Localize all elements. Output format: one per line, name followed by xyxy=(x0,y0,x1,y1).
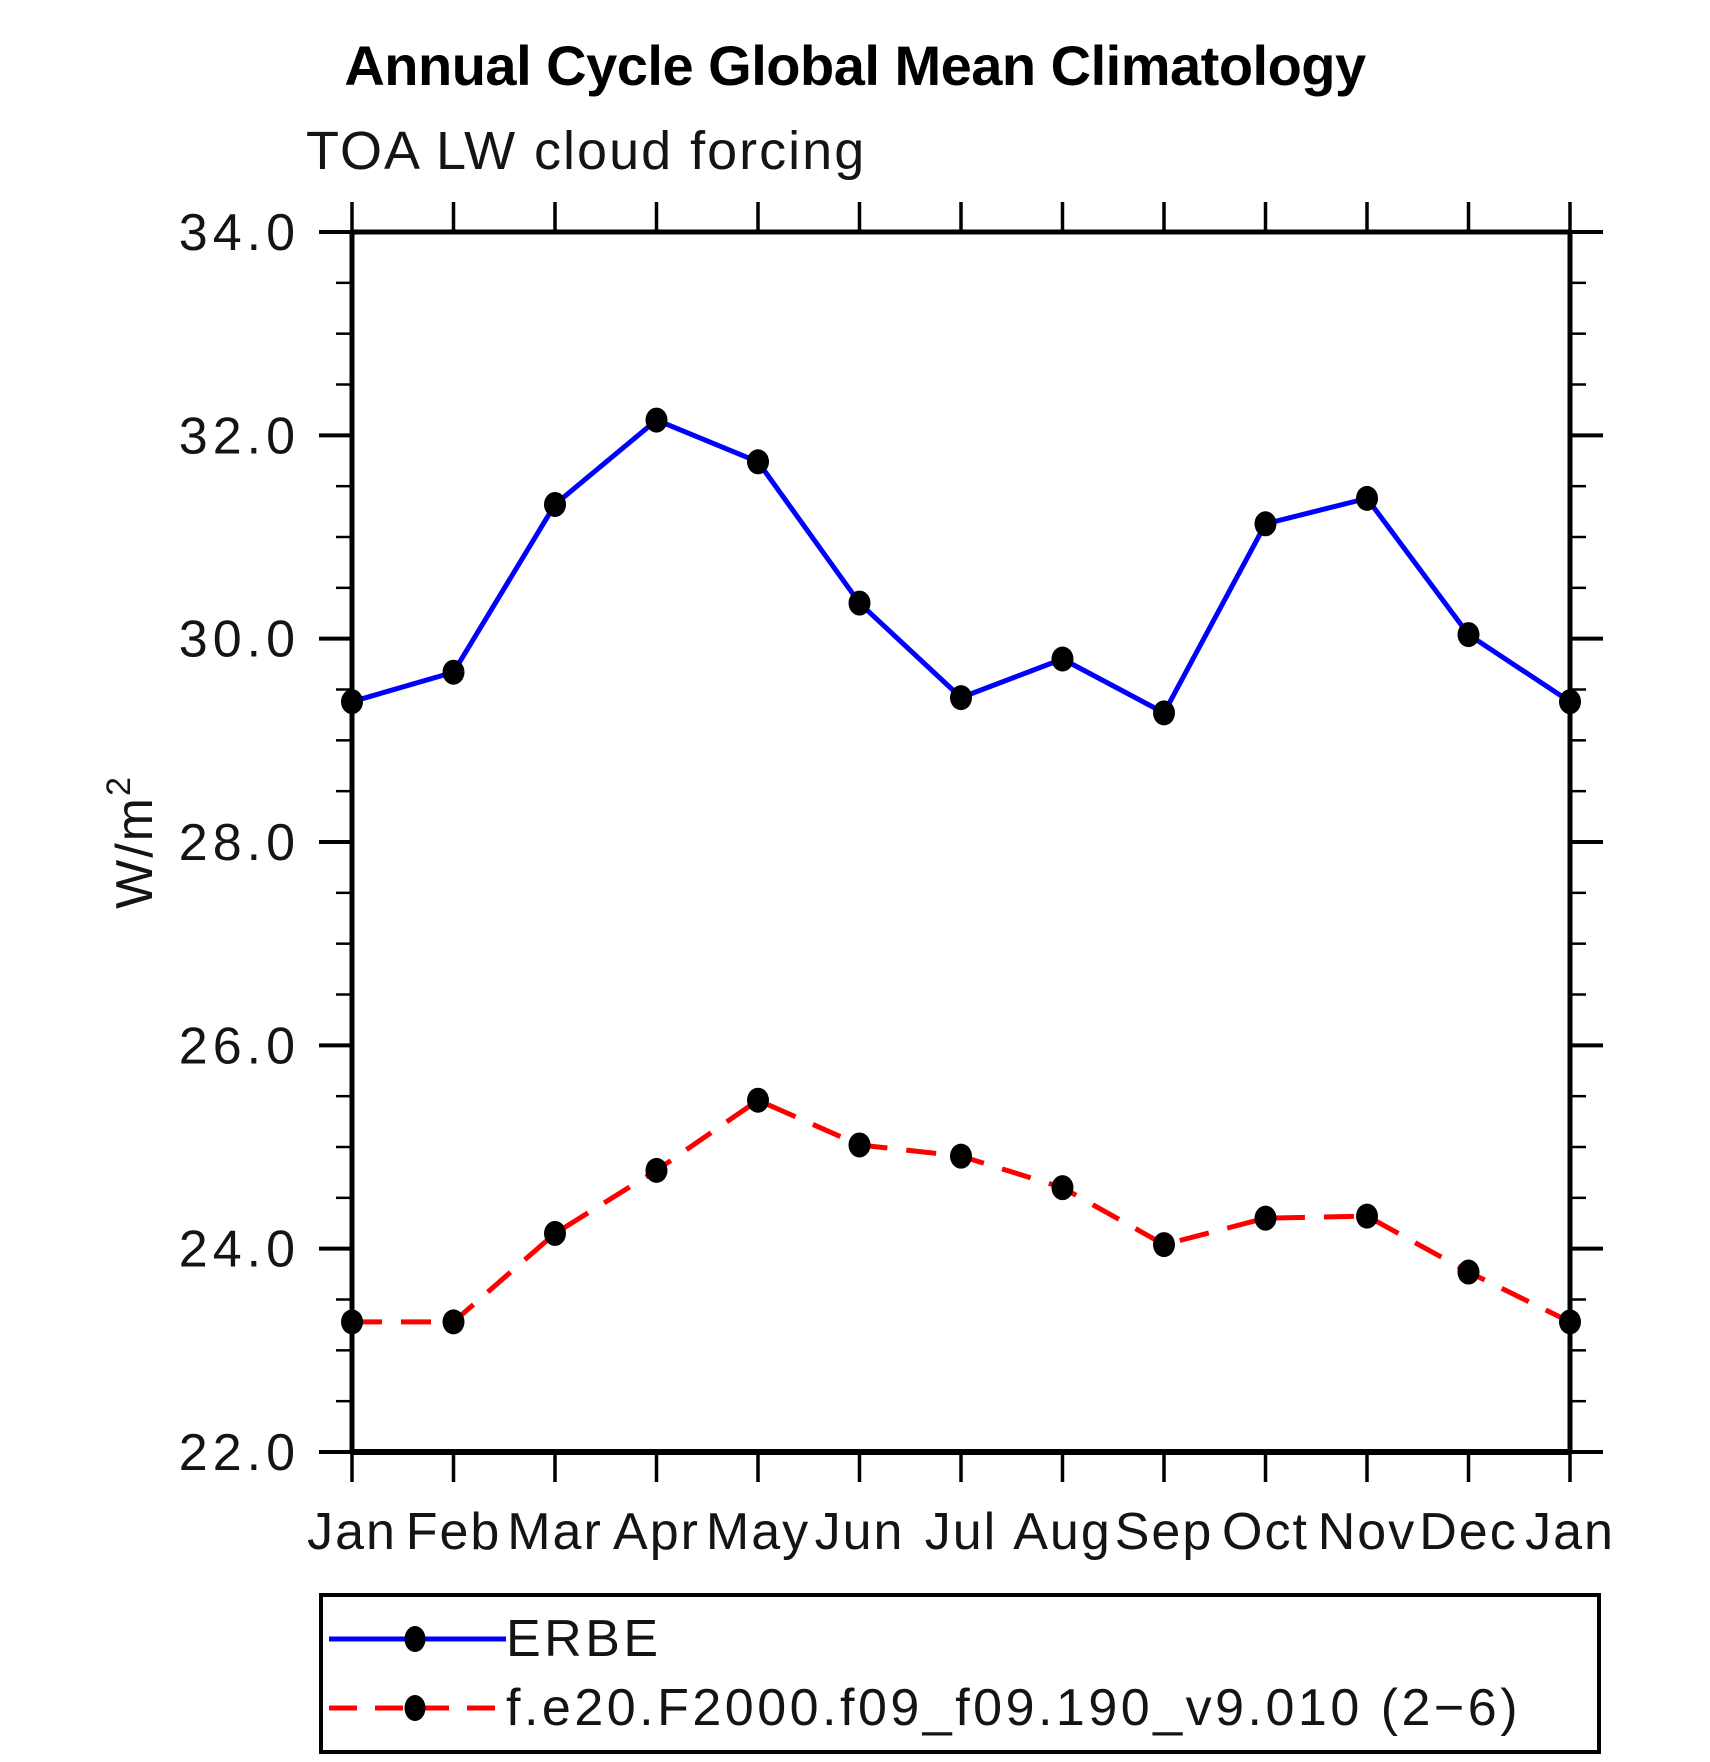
chart-subtitle: TOA LW cloud forcing xyxy=(306,121,867,181)
x-tick-label: Jan xyxy=(1525,1503,1615,1561)
data-point-marker xyxy=(645,1157,668,1183)
data-point-marker xyxy=(341,689,363,715)
y-tick-label: 22.0 xyxy=(179,1424,300,1482)
y-tick-label: 34.0 xyxy=(179,204,300,262)
data-point-marker xyxy=(848,590,871,616)
data-point-marker xyxy=(1559,689,1581,715)
x-tick-label: Oct xyxy=(1222,1503,1309,1561)
y-tick-label: 26.0 xyxy=(179,1017,300,1075)
x-tick-label: Apr xyxy=(613,1503,700,1561)
data-point-marker xyxy=(1457,622,1480,648)
data-point-marker xyxy=(1457,1259,1480,1285)
data-point-marker xyxy=(341,1309,363,1335)
data-point-marker xyxy=(747,449,769,475)
legend-marker-dot-icon xyxy=(404,1695,426,1722)
data-point-marker xyxy=(544,491,566,517)
y-tick-label: 32.0 xyxy=(179,407,300,465)
data-point-marker xyxy=(1153,700,1175,726)
legend-marker-dot-icon xyxy=(404,1625,426,1652)
x-tick-label: Jul xyxy=(925,1503,997,1561)
legend-item-erbe: ERBE xyxy=(323,1611,1597,1667)
data-point-marker xyxy=(442,1309,465,1335)
data-point-marker xyxy=(950,685,972,711)
x-tick-label: Feb xyxy=(406,1503,502,1561)
data-point-marker xyxy=(544,1220,566,1246)
series-line-0 xyxy=(351,417,1572,716)
x-tick-label: Jan xyxy=(307,1503,397,1561)
legend-label-model: f.e20.F2000.f09_f09.190_v9.010 (2−6) xyxy=(506,1679,1522,1738)
data-point-marker xyxy=(1153,1232,1175,1258)
y-axis-title: W/m2 xyxy=(100,775,164,909)
x-tick-label: Jun xyxy=(815,1503,905,1561)
data-point-marker xyxy=(645,407,668,433)
y-tick-label: 28.0 xyxy=(179,814,300,872)
data-point-marker xyxy=(1356,1203,1378,1229)
y-tick-label: 24.0 xyxy=(179,1221,300,1279)
data-point-marker xyxy=(442,659,465,685)
data-point-marker xyxy=(1051,1175,1074,1201)
data-point-marker xyxy=(1051,646,1074,672)
legend: ERBE f.e20.F2000.f09_f09.190_v9.010 (2−6… xyxy=(319,1593,1601,1754)
data-point-marker xyxy=(1254,1205,1277,1231)
data-point-marker xyxy=(1254,511,1277,537)
x-tick-label: Sep xyxy=(1115,1503,1214,1561)
x-tick-label: May xyxy=(706,1503,810,1561)
data-point-marker xyxy=(950,1143,972,1169)
x-tick-label: Aug xyxy=(1013,1503,1112,1561)
legend-line-sample-solid xyxy=(329,1625,506,1652)
legend-item-model: f.e20.F2000.f09_f09.190_v9.010 (2−6) xyxy=(323,1680,1597,1736)
legend-label-erbe: ERBE xyxy=(506,1609,662,1668)
data-point-marker xyxy=(848,1132,871,1158)
y-tick-label: 30.0 xyxy=(179,611,300,669)
legend-line-sample-dashed xyxy=(329,1695,506,1722)
x-tick-label: Dec xyxy=(1419,1503,1517,1561)
series-line-1 xyxy=(352,1097,1572,1325)
data-point-marker xyxy=(747,1087,769,1113)
x-tick-label: Mar xyxy=(507,1503,603,1561)
data-point-marker xyxy=(1356,485,1378,511)
chart-title: Annual Cycle Global Mean Climatology xyxy=(344,34,1366,97)
x-tick-label: Nov xyxy=(1318,1503,1416,1561)
data-point-marker xyxy=(1559,1309,1581,1335)
